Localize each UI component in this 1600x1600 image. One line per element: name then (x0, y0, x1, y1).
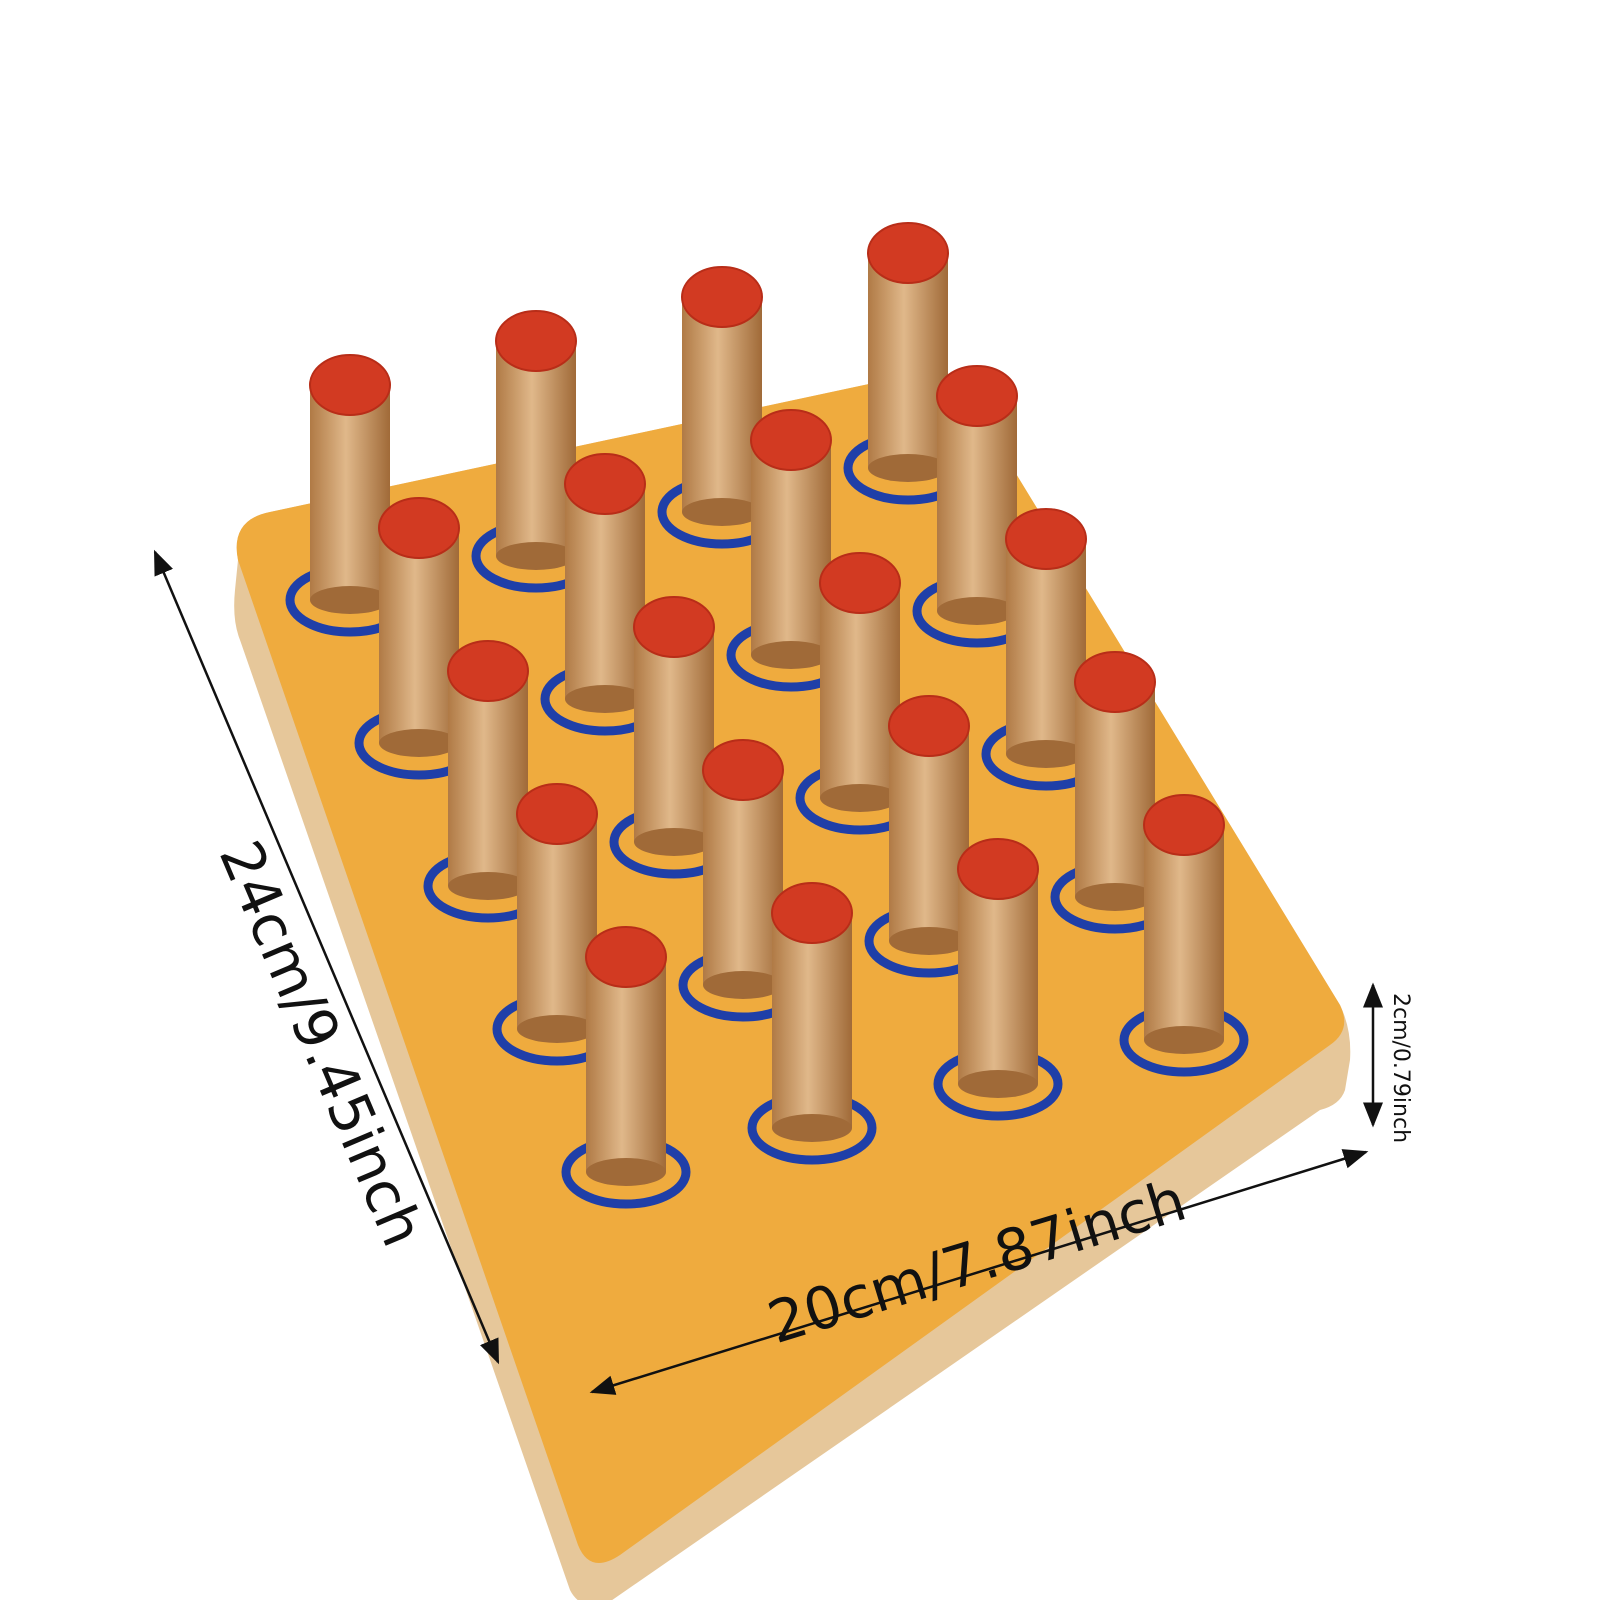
peg-top (888, 695, 970, 757)
peg-body (937, 396, 1017, 611)
peg-base (1144, 1026, 1224, 1054)
peg-body (751, 440, 831, 655)
height-label: 2cm/0.79inch (1388, 993, 1413, 1143)
peg-top (681, 266, 763, 328)
peg-top (1074, 651, 1156, 713)
peg-top (378, 497, 460, 559)
peg-body (820, 583, 900, 798)
peg-top (585, 926, 667, 988)
peg-base (448, 872, 528, 900)
peg-body (379, 528, 459, 743)
peg-top (936, 365, 1018, 427)
peg-base (682, 498, 762, 526)
peg-top (495, 310, 577, 372)
width-arrow (589, 1149, 1369, 1395)
peg-body (772, 913, 852, 1128)
peg-base (772, 1114, 852, 1142)
peg-body (703, 770, 783, 985)
peg-body (496, 341, 576, 556)
peg-top (309, 354, 391, 416)
peg-body (310, 385, 390, 600)
peg-base (1006, 740, 1086, 768)
peg-base (1075, 883, 1155, 911)
peg-base (586, 1158, 666, 1186)
peg-top (447, 640, 529, 702)
peg-body (958, 869, 1038, 1084)
peg-base (634, 828, 714, 856)
peg-top (771, 882, 853, 944)
peg-top (564, 453, 646, 515)
peg-base (703, 971, 783, 999)
peg-body (517, 814, 597, 1029)
peg-base (379, 729, 459, 757)
peg-top (1005, 508, 1087, 570)
peg-base (565, 685, 645, 713)
peg-base (496, 542, 576, 570)
dimension-arrows (153, 549, 1383, 1395)
peg-top (633, 596, 715, 658)
peg-base (751, 641, 831, 669)
peg-top (750, 409, 832, 471)
peg-body (1006, 539, 1086, 754)
length-arrow (153, 549, 500, 1365)
peg-body (1144, 825, 1224, 1040)
peg-base (937, 597, 1017, 625)
peg-base (889, 927, 969, 955)
peg-body (1075, 682, 1155, 897)
peg-top (957, 838, 1039, 900)
peg-body (889, 726, 969, 941)
peg-base (868, 454, 948, 482)
peg-base (820, 784, 900, 812)
peg-body (586, 957, 666, 1172)
peg-body (634, 627, 714, 842)
peg-body (682, 297, 762, 512)
peg-base (517, 1015, 597, 1043)
peg-top (702, 739, 784, 801)
peg-top (1143, 794, 1225, 856)
peg-top (819, 552, 901, 614)
peg-base (958, 1070, 1038, 1098)
peg-body (868, 253, 948, 468)
peg-body (565, 484, 645, 699)
peg-body (448, 671, 528, 886)
peg-base (310, 586, 390, 614)
peg-top (516, 783, 598, 845)
peg-top (867, 222, 949, 284)
